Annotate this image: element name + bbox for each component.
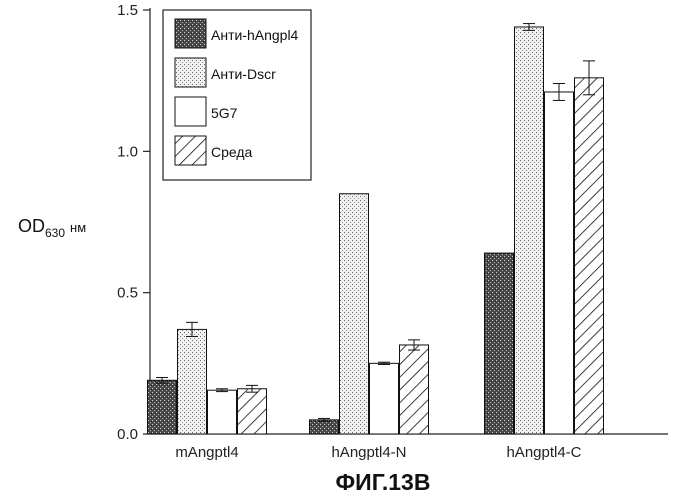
figure-title: ФИГ.13B — [336, 469, 431, 495]
legend-label: Анти-Dscr — [211, 66, 276, 82]
bar — [238, 389, 267, 434]
bar — [148, 380, 177, 434]
y-tick-label: 1.0 — [117, 143, 138, 160]
bar — [400, 345, 429, 434]
y-axis-label-main: OD — [18, 216, 45, 236]
legend-label: Анти-hAngpl4 — [211, 27, 299, 43]
bar — [485, 253, 514, 434]
bar — [208, 390, 237, 434]
x-category-label: mAngptl4 — [175, 444, 238, 461]
legend-swatch — [175, 58, 206, 87]
bar — [575, 78, 604, 434]
bar — [545, 92, 574, 434]
y-axis-label: OD630 нм — [18, 216, 86, 240]
y-tick-label: 0.0 — [117, 426, 138, 443]
y-tick-label: 1.5 — [117, 2, 138, 19]
legend-swatch — [175, 136, 206, 165]
legend-swatch — [175, 97, 206, 126]
legend-label: 5G7 — [211, 105, 238, 121]
x-category-label: hAngptl4-N — [331, 444, 406, 461]
y-tick-label: 0.5 — [117, 285, 138, 302]
bar — [340, 194, 369, 434]
y-axis-label-subscript: 630 — [45, 226, 65, 240]
legend: Анти-hAngpl4 Анти-Dscr 5G7 Среда — [163, 10, 311, 180]
bar — [515, 27, 544, 434]
bar — [310, 420, 339, 434]
x-category-label: hAngptl4-C — [506, 444, 581, 461]
y-axis-label-unit: нм — [70, 220, 86, 235]
bar — [370, 363, 399, 434]
bar — [178, 329, 207, 434]
legend-swatch — [175, 19, 206, 48]
legend-label: Среда — [211, 144, 253, 160]
